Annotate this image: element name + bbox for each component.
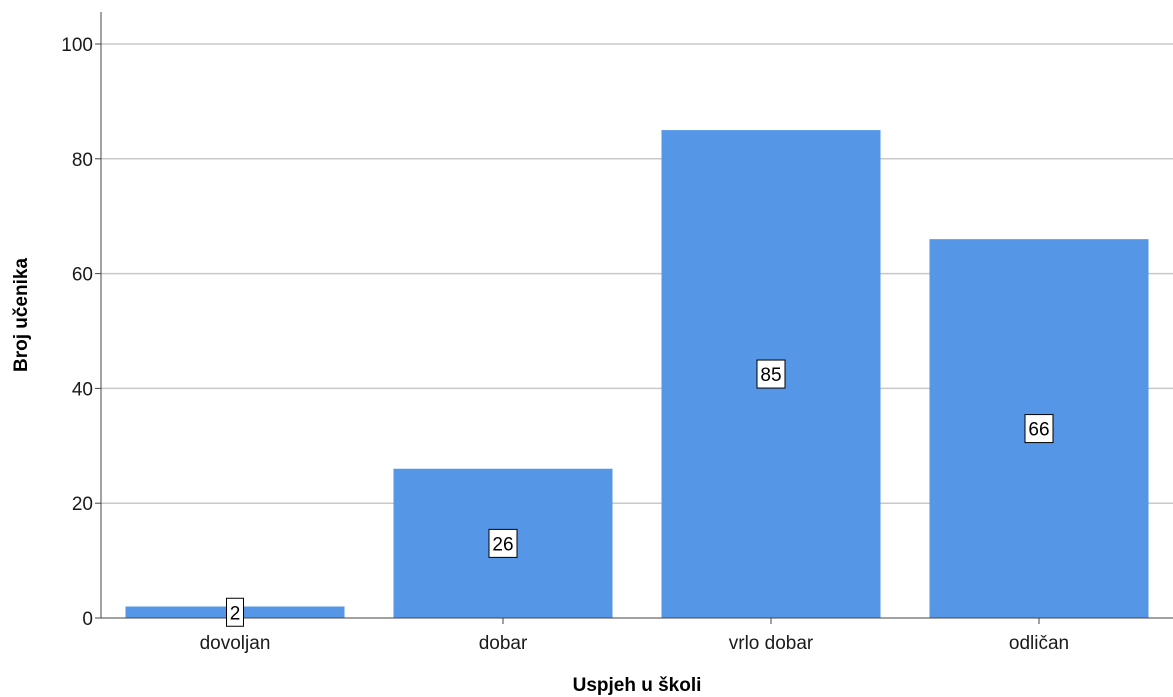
data-label-box <box>1024 414 1054 444</box>
y-tick-label: 60 <box>72 265 93 286</box>
data-label: 2 <box>230 603 241 624</box>
data-label: 66 <box>1028 420 1049 441</box>
y-tick-label: 20 <box>72 494 93 515</box>
x-tick-label: vrlo dobar <box>729 633 814 654</box>
data-label-box <box>226 597 244 627</box>
x-tick-label: dobar <box>479 633 528 654</box>
y-tick-label: 80 <box>72 150 93 171</box>
y-tick-label: 0 <box>82 609 93 630</box>
data-label-box <box>756 359 786 389</box>
x-tick-label: odličan <box>1009 633 1069 654</box>
data-label: 85 <box>760 365 781 386</box>
x-axis-title: Uspjeh u školi <box>573 675 702 696</box>
y-tick-label: 100 <box>61 35 93 56</box>
y-axis-title: Broj učenika <box>11 258 32 372</box>
y-tick-label: 40 <box>72 379 93 400</box>
axes <box>100 12 1173 619</box>
bars <box>125 130 1149 618</box>
x-tick-label: dovoljan <box>200 633 271 654</box>
y-tick-labels: 0 20 40 60 80 100 <box>61 35 101 630</box>
x-tick-labels: dovoljan dobar vrlo dobar odličan <box>200 618 1069 654</box>
data-label-box <box>488 528 518 558</box>
data-label: 26 <box>492 534 513 555</box>
data-labels: 2 26 85 66 <box>226 359 1054 627</box>
